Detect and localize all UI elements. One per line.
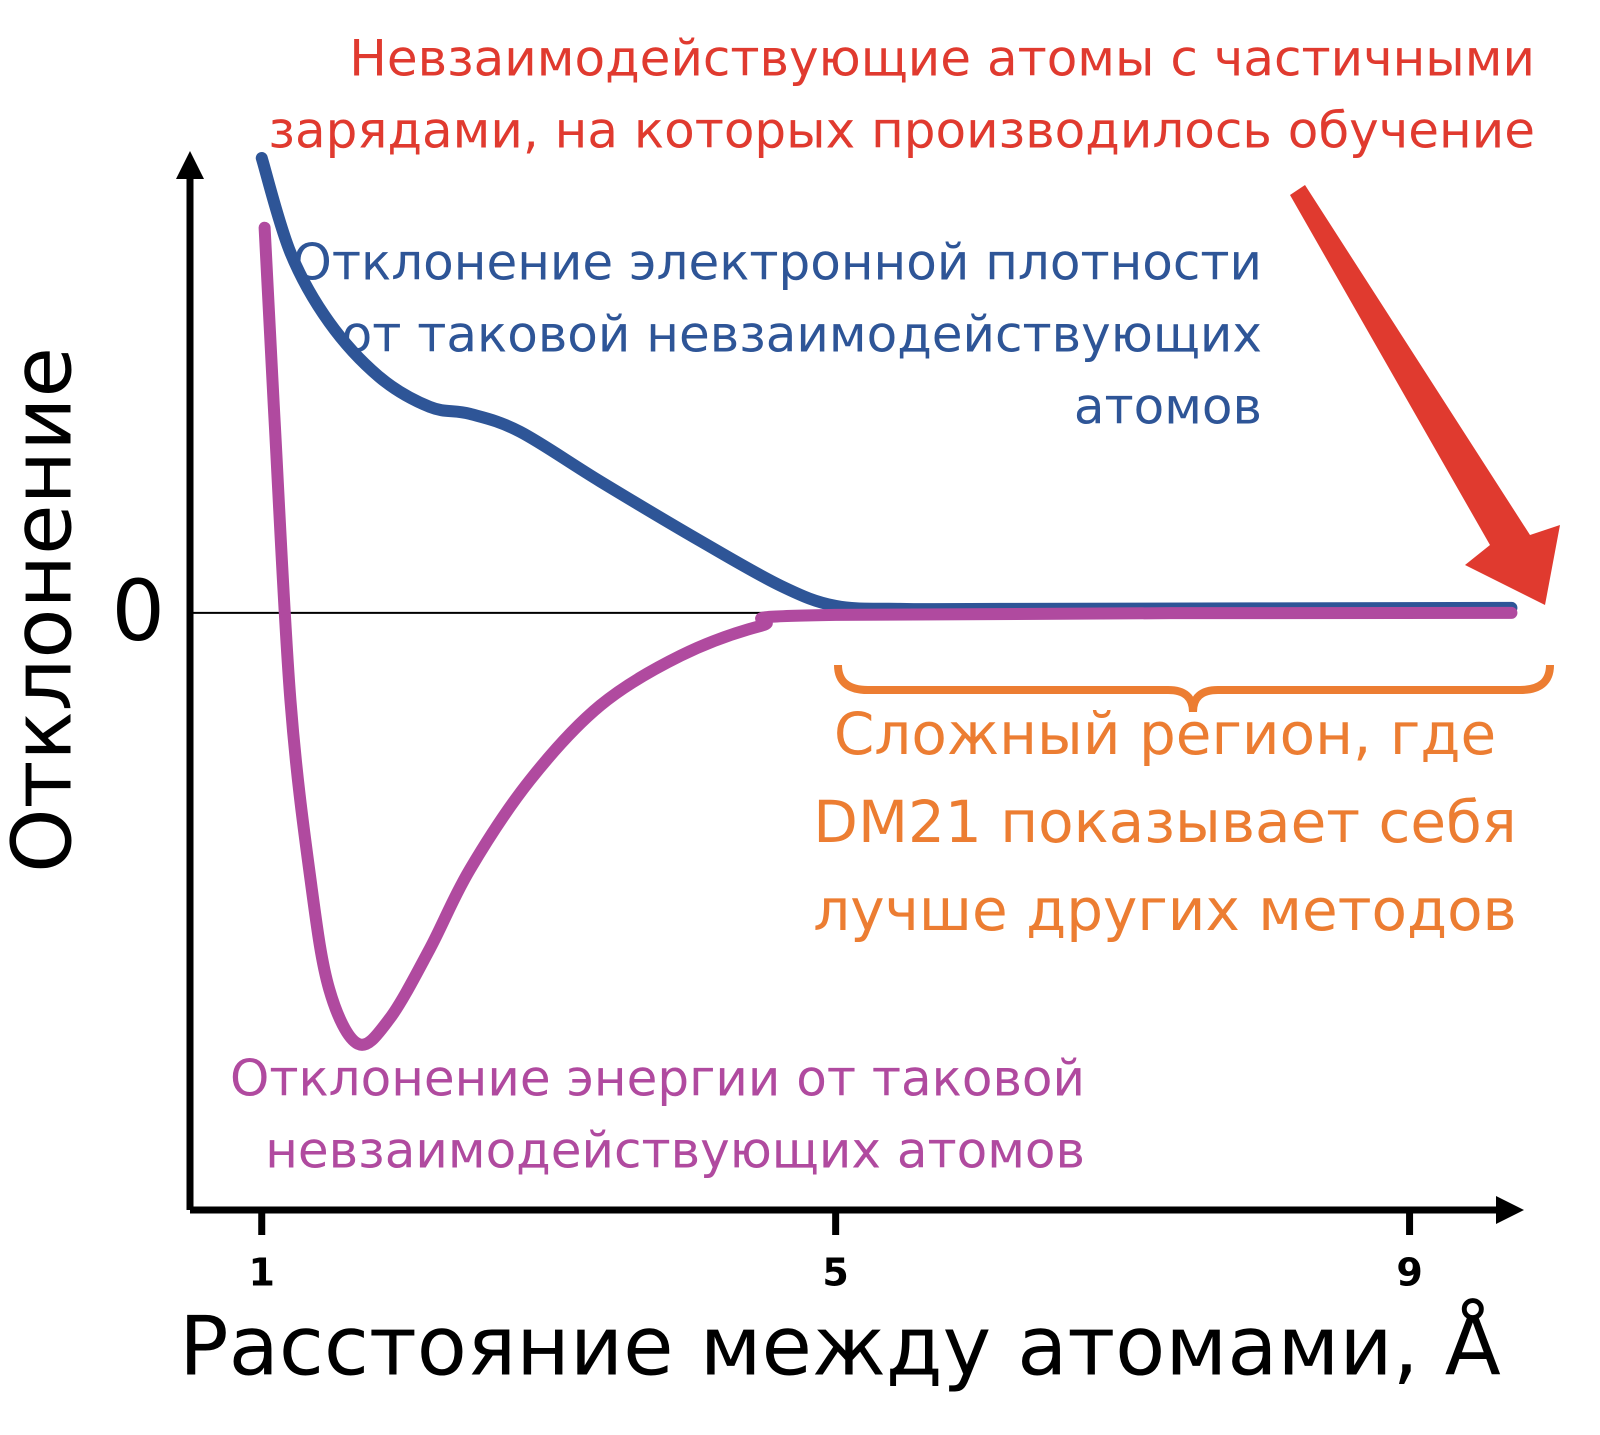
x-tick-label: 1: [249, 1251, 275, 1295]
x-tick-label: 9: [1396, 1251, 1422, 1295]
legend-label: Отклонение электронной плотности: [293, 234, 1262, 292]
y-axis-label: Отклонение: [0, 347, 90, 873]
annotation: лучше других методов: [813, 876, 1517, 944]
legend-label: Отклонение энергии от таковой: [230, 1050, 1085, 1108]
annotation: Невзаимодействующие атомы с частичными: [349, 30, 1535, 88]
series-line: [258, 221, 1518, 1051]
annotation: зарядами, на которых производилось обуче…: [268, 102, 1535, 160]
annotation: Сложный регион, где: [834, 700, 1496, 768]
y-tick-label: 0: [112, 562, 165, 660]
legend-label: невзаимодействующих атомов: [265, 1122, 1085, 1180]
region-brace: [834, 664, 1554, 713]
legend-label: от таковой невзаимодействующих: [342, 306, 1262, 364]
x-tick-label: 5: [822, 1251, 848, 1295]
x-axis-label: Расстояние между атомами, Å: [179, 1298, 1501, 1394]
pointer-arrow: [1290, 185, 1560, 605]
annotation: DM21 показывает себя: [813, 788, 1516, 856]
legend-label: атомов: [1074, 378, 1262, 436]
